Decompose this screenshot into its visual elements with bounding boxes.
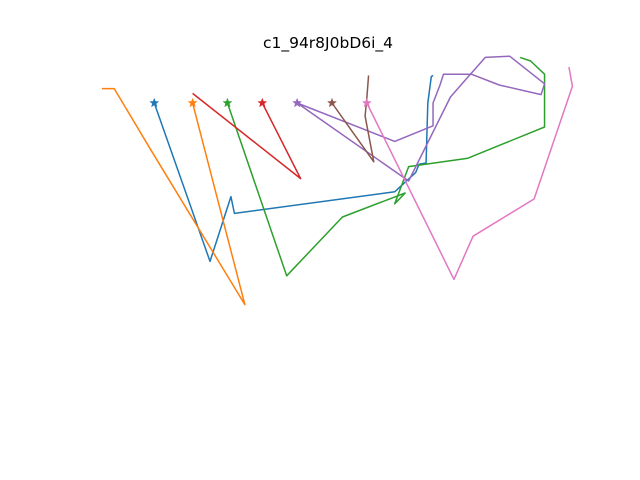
start-marker-7 bbox=[361, 97, 372, 108]
series-line-5 bbox=[296, 55, 546, 182]
start-marker-6 bbox=[326, 97, 338, 108]
start-marker-1 bbox=[149, 97, 160, 108]
start-marker-4 bbox=[257, 97, 268, 108]
series-line-6 bbox=[331, 75, 375, 163]
start-marker-2 bbox=[187, 97, 198, 108]
series-lines bbox=[102, 55, 574, 306]
series-line-3 bbox=[226, 56, 546, 277]
chart-title: c1_94r8J0bD6i_4 bbox=[262, 34, 394, 52]
start-marker-3 bbox=[222, 97, 233, 108]
series-line-1 bbox=[153, 74, 434, 263]
start-marker-5 bbox=[292, 97, 303, 108]
series-line-7 bbox=[366, 66, 574, 281]
series-line-4 bbox=[192, 92, 302, 180]
series-start-markers bbox=[149, 97, 372, 108]
series-line-2 bbox=[102, 87, 246, 306]
